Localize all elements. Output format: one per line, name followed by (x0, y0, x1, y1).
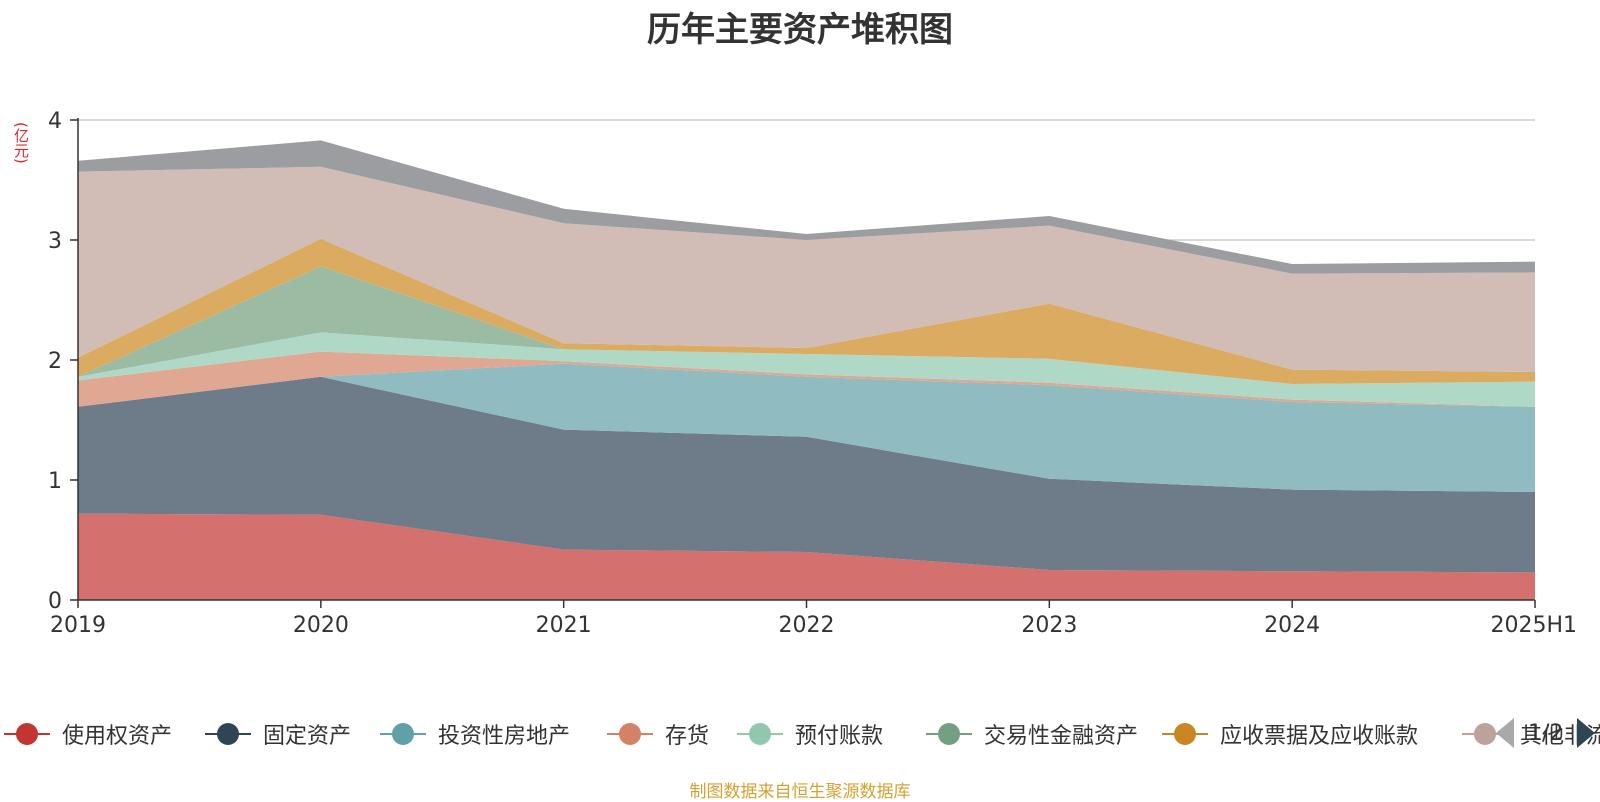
area-series-2 (78, 376, 1535, 573)
legend-marker-icon (735, 719, 785, 749)
data-source-note: 制图数据来自恒生聚源数据库 (689, 782, 911, 802)
area-series (78, 140, 1535, 600)
legend-marker-icon (2, 719, 52, 749)
x-tick-label: 2020 (293, 613, 349, 638)
y-axis-unit-label: (亿元) (12, 122, 30, 164)
y-tick-label: 4 (48, 109, 62, 134)
x-tick-label: 2019 (50, 613, 106, 638)
area-series-7 (78, 238, 1535, 384)
legend-pager: 1/2 (1496, 716, 1596, 750)
area-series-8 (78, 166, 1535, 372)
axes: 0 1 2 3 4 2019 2020 2021 2022 2023 2024 2025H1 (48, 109, 1577, 638)
legend-marker-icon (1460, 719, 1510, 749)
y-tick-label: 1 (48, 469, 62, 494)
legend-marker-icon (378, 719, 428, 749)
x-tick-label: 2024 (1264, 613, 1320, 638)
stacked-area-chart: 0 1 2 3 4 2019 2020 2021 2022 2023 2024 2025H1 (48, 109, 1577, 638)
legend-item-1[interactable]: 使用权资产 (2, 712, 172, 756)
x-tick-label: 2025H1 (1490, 613, 1577, 638)
x-tick-label: 2022 (779, 613, 835, 638)
area-series-6 (78, 266, 1535, 384)
area-series-3 (78, 363, 1535, 492)
y-tick-label: 3 (48, 229, 62, 254)
y-tick-label: 0 (48, 589, 62, 614)
legend-label: 交易性金融资产 (984, 724, 1139, 749)
legend-item-4[interactable]: 存货 (605, 712, 709, 756)
legend-item-6[interactable]: 交易性金融资产 (924, 712, 1138, 756)
legend-item-7[interactable]: 应收票据及应收账款 (1160, 712, 1418, 756)
legend-next-page-icon[interactable] (1577, 718, 1596, 748)
area-series-9 (78, 140, 1535, 274)
legend-marker-icon (203, 719, 253, 749)
legend-marker-icon (605, 719, 655, 749)
legend-label: 投资性房地产 (438, 724, 571, 749)
legend-item-3[interactable]: 投资性房地产 (378, 712, 570, 756)
legend-label: 预付账款 (795, 724, 884, 749)
legend-item-2[interactable]: 固定资产 (203, 712, 351, 756)
legend-page-indicator: 1/2 (1528, 720, 1564, 746)
legend-prev-page-icon[interactable] (1496, 718, 1514, 748)
legend-label: 存货 (665, 724, 710, 749)
legend-marker-icon (1160, 719, 1210, 749)
legend: 使用权资产 固定资产 投资性房地产 存货 预付账款 交易性金融资产 应收票据及应收账款 其他非… (0, 712, 1600, 756)
x-tick-label: 2023 (1021, 613, 1077, 638)
chart-title: 历年主要资产堆积图 (647, 10, 953, 50)
legend-label: 应收票据及应收账款 (1220, 724, 1419, 749)
area-series-1 (78, 513, 1535, 600)
area-series-4 (78, 351, 1535, 407)
area-series-5 (78, 332, 1535, 407)
x-tick-label: 2021 (536, 613, 592, 638)
legend-label: 使用权资产 (62, 724, 173, 749)
legend-marker-icon (924, 719, 974, 749)
legend-item-5[interactable]: 预付账款 (735, 712, 883, 756)
y-tick-label: 2 (48, 349, 62, 374)
legend-label: 固定资产 (263, 724, 352, 749)
